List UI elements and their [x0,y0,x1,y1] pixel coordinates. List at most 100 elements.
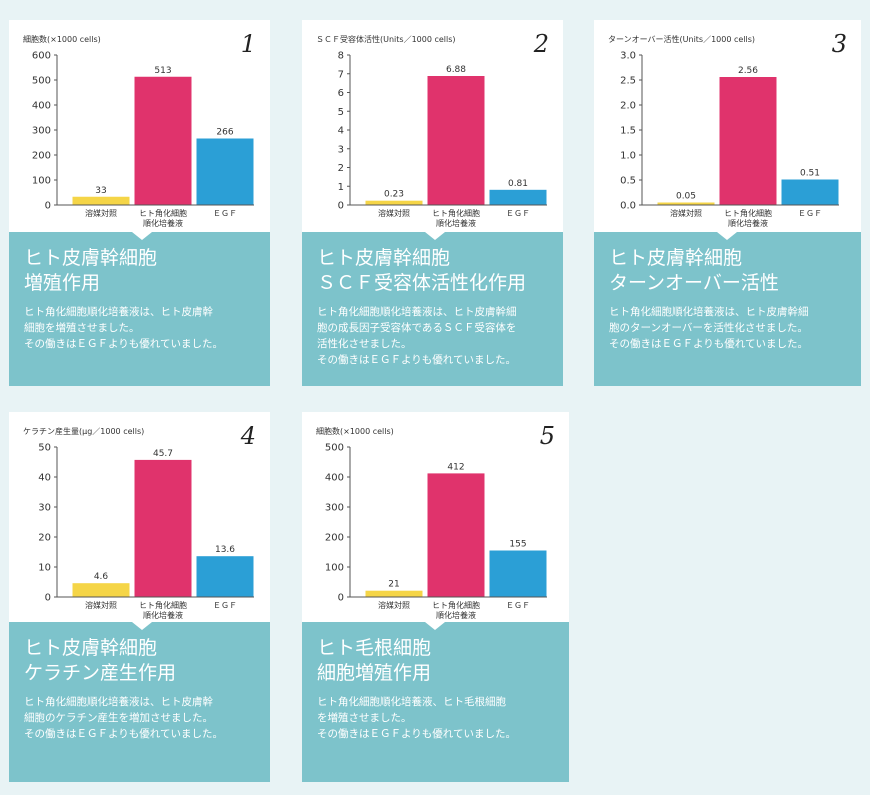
chart-area-3: ターンオーバー活性(Units／1000 cells) 3 0.0 0.5 1.0 1… [594,20,861,232]
y-tick-label: 8 [338,51,344,62]
y-tick-label: 50 [38,443,51,454]
y-tick-label: 6 [338,88,344,99]
bar-1 [72,583,130,597]
info-title: ヒト皮膚幹細胞 増殖作用 [24,247,158,294]
category-label: ヒト角化細胞順化培養液 [139,208,187,228]
category-label: ヒト角化細胞順化培養液 [432,600,480,620]
info-panel-4: ヒト皮膚幹細胞 ケラチン産生作用 ヒト角化細胞順化培養液は、ヒト皮膚幹 細胞のケ… [9,622,270,782]
bar-2 [134,459,192,597]
chart-number: 1 [240,30,256,58]
y-tick-label: 1.0 [620,151,636,162]
bar-value-label: 0.81 [508,179,528,189]
pointer-triangle [132,622,152,630]
bar-value-label: 155 [509,540,526,550]
category-label: ヒト角化細胞順化培養液 [139,600,187,620]
y-tick-label: 1.5 [620,126,636,137]
y-tick-label: 500 [32,76,51,87]
y-tick-label: 100 [32,176,51,187]
y-tick-label: 400 [325,473,344,484]
y-tick-label: 5 [338,107,344,118]
info-title: ヒト皮膚幹細胞 ＳＣＦ受容体活性化作用 [317,247,527,294]
y-tick-label: 30 [38,503,51,514]
chart-card-2: ＳＣＦ受容体活性(Units／1000 cells) 2 0 1 2 3 4 5 6 7 8 0.… [302,20,563,386]
info-panel-1: ヒト皮膚幹細胞 増殖作用 ヒト角化細胞順化培養液は、ヒト皮膚幹 細胞を増殖させま… [9,232,270,386]
bar-value-label: 6.88 [446,65,466,75]
y-axis-unit-label: 細胞数(×1000 cells) [316,427,394,436]
bar-3 [196,556,254,597]
y-tick-label: 0 [45,593,51,604]
bar-chart-2: 0 1 2 3 4 5 6 7 8 0.23 6.88 0.81 溶媒対照 ヒト角化細胞順化培養液 ＥＧＦ [338,51,547,228]
y-axis-unit-label: ＳＣＦ受容体活性(Units／1000 cells) [316,35,456,44]
chart-number: 2 [533,30,549,58]
bar-1 [72,196,130,205]
y-axis-unit-label: ターンオーバー活性(Units／1000 cells) [608,35,756,44]
bar-value-label: 45.7 [153,449,173,459]
category-label: ＥＧＦ [506,209,530,218]
bar-1 [365,590,423,597]
category-label: ＥＧＦ [506,601,530,610]
bar-chart-1: 0 100 200 300 400 500 600 33 513 266 溶媒対照 ヒト角化細胞順化培… [32,51,254,228]
chart-area-4: ケラチン産生量(μg／1000 cells) 4 0 10 20 30 40 50 4.6 4… [9,412,270,622]
y-axis-unit-label: ケラチン産生量(μg／1000 cells) [23,427,145,436]
y-tick-label: 2 [338,163,344,174]
y-tick-label: 300 [32,126,51,137]
bar-1 [365,200,423,205]
chart-area-5: 細胞数(×1000 cells) 5 0 100 200 300 400 500 21 412… [302,412,569,622]
y-tick-label: 600 [32,51,51,62]
bar-3 [196,138,254,205]
category-label: 溶媒対照 [378,600,410,610]
bar-value-label: 13.6 [215,545,235,555]
y-tick-label: 300 [325,503,344,514]
info-panel-5: ヒト毛根細胞 細胞増殖作用 ヒト角化細胞順化培養液、ヒト毛根細胞 を増殖させまし… [302,622,569,782]
bar-2 [719,77,777,205]
bar-2 [134,76,192,205]
bar-2 [427,473,485,597]
y-tick-label: 2.0 [620,101,636,112]
y-tick-label: 200 [325,533,344,544]
chart-card-3: ターンオーバー活性(Units／1000 cells) 3 0.0 0.5 1.0 1… [594,20,861,386]
bar-3 [489,189,547,205]
y-tick-label: 20 [38,533,51,544]
bar-3 [489,550,547,597]
chart-number: 3 [831,30,847,58]
y-tick-label: 500 [325,443,344,454]
y-tick-label: 0.5 [620,176,636,187]
category-label: 溶媒対照 [85,600,117,610]
y-tick-label: 3 [338,144,344,155]
chart-card-1: 細胞数(×1000 cells) 1 0 100 200 300 400 500 600 33… [9,20,270,386]
pointer-triangle [132,232,152,240]
info-description: ヒト角化細胞順化培養液は、ヒト皮膚幹細 胞の成長因子受容体であるＳＣＦ受容体を … [317,306,517,366]
chart-card-5: 細胞数(×1000 cells) 5 0 100 200 300 400 500 21 412… [302,412,569,782]
info-description: ヒト角化細胞順化培養液は、ヒト皮膚幹細 胞のターンオーバーを活性化させました。 … [609,306,809,350]
bar-chart-4: 0 10 20 30 40 50 4.6 45.7 13.6 溶媒対照 ヒト角化細胞順化培養液 ＥＧＦ [38,443,254,620]
pointer-triangle [717,232,737,240]
bar-value-label: 266 [216,128,233,138]
y-tick-label: 0 [338,593,344,604]
bar-value-label: 33 [95,186,106,196]
y-tick-label: 0.0 [620,201,636,212]
info-description: ヒト角化細胞順化培養液は、ヒト皮膚幹 細胞のケラチン産生を増加させました。 その… [24,696,223,740]
y-tick-label: 100 [325,563,344,574]
category-label: 溶媒対照 [378,208,410,218]
chart-area-1: 細胞数(×1000 cells) 1 0 100 200 300 400 500 600 33… [9,20,270,232]
bar-value-label: 21 [388,580,399,590]
category-label: ＥＧＦ [798,209,822,218]
bar-chart-5: 0 100 200 300 400 500 21 412 155 溶媒対照 ヒト角化細胞順化培養液 Ｅ… [325,443,547,620]
info-title: ヒト皮膚幹細胞 ケラチン産生作用 [24,637,177,684]
info-title: ヒト皮膚幹細胞 ターンオーバー活性 [609,247,779,294]
bar-value-label: 412 [447,462,464,472]
y-tick-label: 2.5 [620,76,636,87]
bar-chart-3: 0.0 0.5 1.0 1.5 2.0 2.5 3.0 0.05 2.56 0.51 溶媒対照 ヒト角… [620,51,839,228]
y-tick-label: 400 [32,101,51,112]
info-panel-3: ヒト皮膚幹細胞 ターンオーバー活性 ヒト角化細胞順化培養液は、ヒト皮膚幹細 胞の… [594,232,861,386]
category-label: 溶媒対照 [85,208,117,218]
info-title: ヒト毛根細胞 細胞増殖作用 [317,637,432,684]
y-tick-label: 1 [338,182,344,193]
bar-3 [781,179,839,205]
bar-value-label: 0.05 [676,192,696,202]
y-tick-label: 0 [338,201,344,212]
chart-number: 5 [539,422,555,450]
y-tick-label: 7 [338,69,344,80]
category-label: 溶媒対照 [670,208,702,218]
category-label: ヒト角化細胞順化培養液 [724,208,772,228]
